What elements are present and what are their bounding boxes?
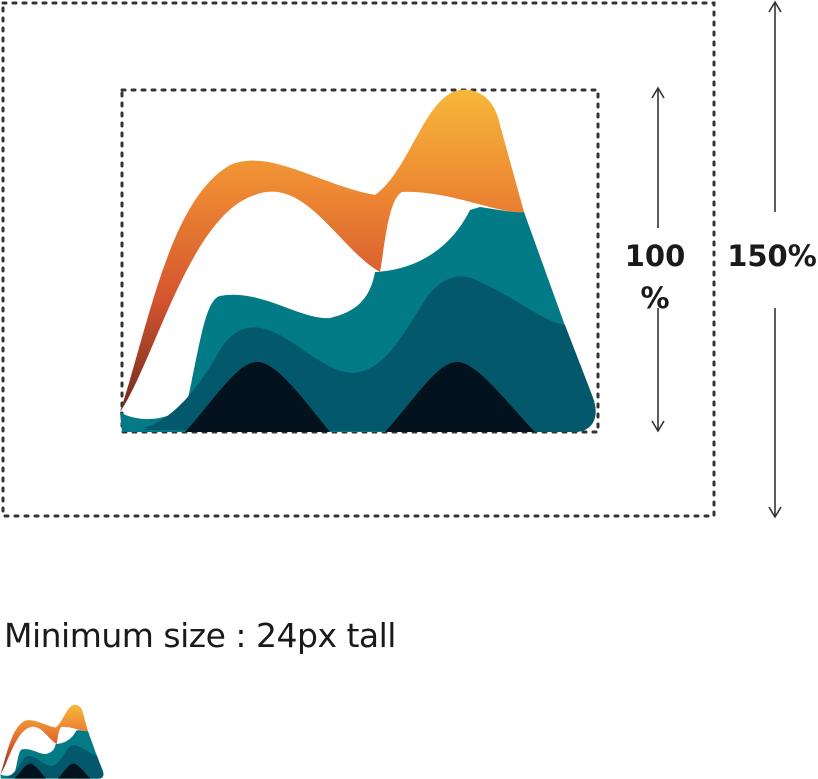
minimum-size-caption: Minimum size : 24px tall xyxy=(4,616,396,655)
logo-navy-layer-right xyxy=(385,361,535,432)
logo-navy-layer xyxy=(185,361,330,432)
outer-size-label: 150% xyxy=(727,239,817,273)
inner-size-unit-label: % xyxy=(640,281,669,315)
logo-large xyxy=(120,89,596,432)
outer-height-arrow xyxy=(768,0,782,519)
inner-size-label: 100 xyxy=(625,239,686,273)
logo-small xyxy=(0,704,104,779)
inner-height-arrow xyxy=(651,86,665,433)
outer-clearspace-boundary xyxy=(1,1,716,518)
logo-teal-sliver xyxy=(120,412,148,432)
logo-orange-ribbon xyxy=(120,89,524,413)
